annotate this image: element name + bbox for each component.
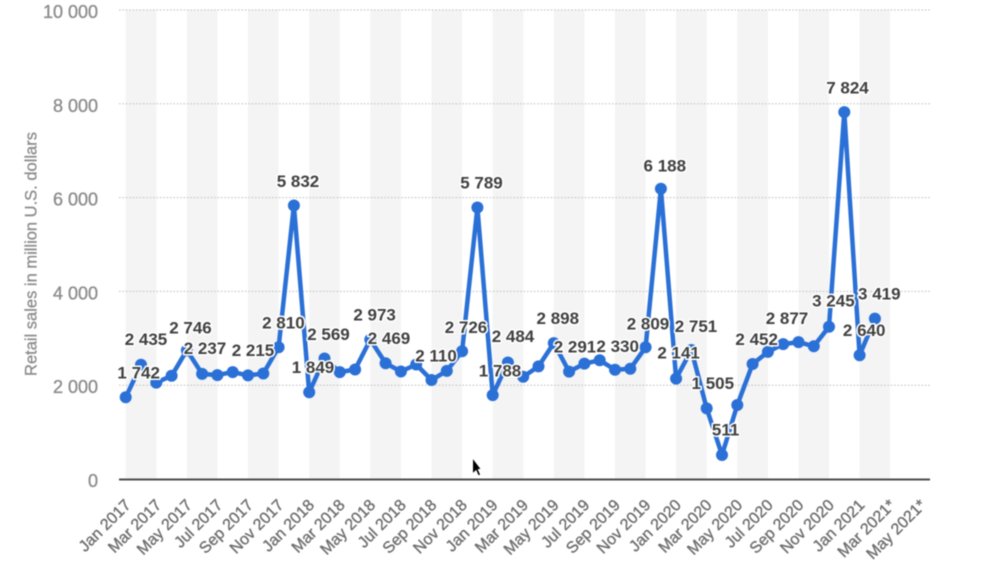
svg-text:2 569: 2 569 [307, 325, 350, 344]
svg-text:2 291: 2 291 [554, 338, 597, 357]
svg-text:7 824: 7 824 [826, 79, 869, 98]
svg-text:2 484: 2 484 [492, 327, 535, 346]
svg-text:2 751: 2 751 [675, 317, 718, 336]
svg-text:2 237: 2 237 [184, 339, 227, 358]
svg-text:2 215: 2 215 [232, 341, 275, 360]
svg-text:2 746: 2 746 [169, 319, 212, 338]
svg-text:0: 0 [88, 471, 98, 491]
svg-text:2 726: 2 726 [445, 318, 488, 337]
svg-text:2 809: 2 809 [627, 315, 670, 334]
svg-text:6 188: 6 188 [644, 156, 687, 175]
svg-text:3 245: 3 245 [812, 292, 855, 311]
svg-text:4 000: 4 000 [53, 283, 98, 303]
svg-text:2 469: 2 469 [368, 329, 411, 348]
svg-text:2 898: 2 898 [537, 309, 580, 328]
svg-text:10 000: 10 000 [43, 2, 98, 22]
svg-text:3 419: 3 419 [858, 285, 901, 304]
svg-text:6 000: 6 000 [53, 190, 98, 210]
svg-text:2 000: 2 000 [53, 377, 98, 397]
svg-text:5 832: 5 832 [277, 172, 320, 191]
svg-text:2 110: 2 110 [415, 347, 457, 366]
svg-text:Retail sales in million U.S. d: Retail sales in million U.S. dollars [23, 132, 41, 376]
svg-text:2 330: 2 330 [596, 337, 639, 356]
svg-text:2 141: 2 141 [657, 343, 700, 362]
svg-text:1 849: 1 849 [292, 358, 335, 377]
svg-text:8 000: 8 000 [53, 96, 98, 116]
svg-text:1 788: 1 788 [479, 362, 522, 381]
svg-text:2 810: 2 810 [262, 314, 305, 333]
svg-text:2 877: 2 877 [766, 309, 809, 328]
svg-text:1 505: 1 505 [692, 374, 735, 393]
svg-text:1 742: 1 742 [117, 364, 160, 383]
svg-text:2 640: 2 640 [843, 321, 886, 340]
svg-text:511: 511 [712, 421, 739, 440]
svg-text:5 789: 5 789 [460, 174, 503, 193]
svg-text:2 973: 2 973 [353, 306, 396, 325]
svg-text:2 452: 2 452 [735, 330, 778, 349]
svg-text:2 435: 2 435 [125, 330, 168, 349]
